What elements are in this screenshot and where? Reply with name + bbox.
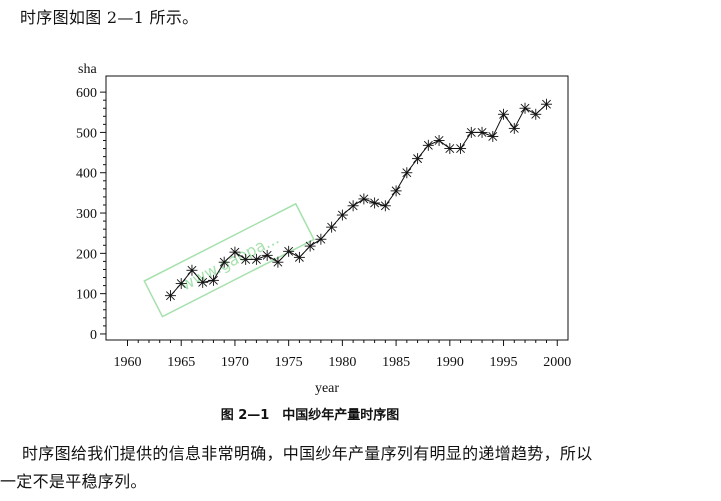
y-tick-label: 500 — [76, 126, 97, 141]
x-tick-label: 1965 — [167, 355, 195, 370]
data-point — [401, 167, 413, 179]
x-tick-label: 1975 — [275, 355, 303, 370]
data-point — [197, 276, 209, 288]
data-point — [347, 200, 359, 212]
watermark-stamp: www.gaopa... — [143, 202, 315, 318]
plot-frame — [105, 75, 569, 341]
data-point — [326, 221, 338, 233]
data-point — [487, 130, 499, 142]
x-tick-label: 1980 — [328, 355, 356, 370]
figure-caption: 图 2—1 中国纱年产量时序图 — [220, 408, 400, 423]
data-point — [272, 256, 284, 268]
body-text-line-1: 时序图给我们提供的信息非常明确，中国纱年产量序列有明显的递增趋势，所以 — [22, 444, 593, 463]
data-point — [283, 245, 295, 257]
x-tick-label: 1960 — [113, 355, 141, 370]
data-point — [519, 102, 531, 114]
data-point — [218, 256, 230, 268]
y-tick-label: 100 — [76, 288, 97, 303]
data-point — [186, 264, 198, 276]
intro-text: 时序图如图 2—1 所示。 — [20, 8, 199, 27]
data-point — [240, 253, 252, 265]
data-point — [175, 278, 187, 290]
data-point — [541, 98, 553, 110]
data-point — [444, 143, 456, 155]
y-tick-label: 0 — [90, 328, 97, 343]
plot-area: 0 100 200 300 400 500 600 1960 1965 1970 1975 1980 1… — [76, 62, 571, 396]
data-point — [369, 197, 381, 209]
data-point — [164, 290, 176, 302]
x-tick-label: 1985 — [382, 355, 410, 370]
x-tick-label: 1990 — [436, 355, 464, 370]
data-point — [465, 126, 477, 138]
y-tick-label: 400 — [76, 167, 97, 182]
x-tick-label: 2000 — [543, 355, 571, 370]
y-axis-title: sha — [78, 62, 97, 77]
data-point — [476, 126, 488, 138]
watermark-text: www.gaopa... — [177, 229, 282, 295]
x-axis-title: year — [315, 381, 339, 396]
data-point — [433, 134, 445, 146]
data-point — [412, 153, 424, 165]
data-point — [261, 249, 273, 261]
data-point — [498, 108, 510, 120]
data-point — [207, 274, 219, 286]
data-point — [250, 253, 262, 265]
data-point — [455, 143, 467, 155]
data-point — [390, 185, 402, 197]
data-point — [358, 193, 370, 205]
data-point — [530, 108, 542, 120]
data-point — [336, 209, 348, 221]
y-tick-label: 600 — [76, 86, 97, 101]
data-point — [508, 122, 520, 134]
data-point — [229, 246, 241, 258]
y-tick-label: 200 — [76, 247, 97, 262]
y-tick-label: 300 — [76, 207, 97, 222]
x-tick-label: 1970 — [221, 355, 249, 370]
data-point — [379, 200, 391, 212]
data-point — [304, 240, 316, 252]
data-point — [293, 251, 305, 263]
data-point — [422, 139, 434, 151]
data-point — [315, 233, 327, 245]
x-tick-label: 1995 — [490, 355, 518, 370]
body-text-line-2: 一定不是平稳序列。 — [0, 472, 147, 491]
